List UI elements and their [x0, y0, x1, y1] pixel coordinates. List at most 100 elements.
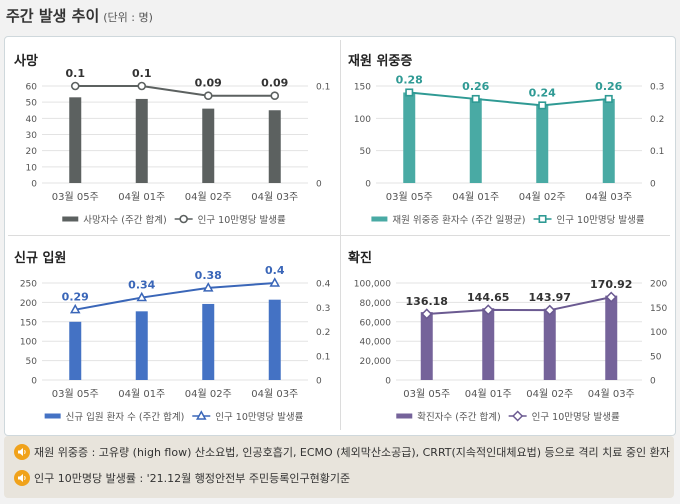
data-label: 0.26 [595, 80, 622, 93]
legend-bar-swatch [371, 216, 388, 222]
legend-line-label: 인구 10만명당 발생률 [198, 215, 286, 226]
line-point [482, 304, 494, 316]
y2-tick-label: 0.2 [650, 115, 664, 125]
line-point [538, 101, 547, 110]
data-label: 0.1 [132, 67, 152, 80]
notes-box: 재원 위중증 : 고유량 (high flow) 산소요법, 인공호흡기, EC… [4, 436, 674, 498]
x-tick-label: 03월 05주 [52, 388, 99, 400]
line-point [203, 91, 213, 101]
data-label: 0.38 [195, 269, 222, 282]
speaker-icon [14, 444, 30, 460]
bar [268, 299, 281, 380]
note-text: 인구 10만명당 발생률 : '21.12월 행정안전부 주민등록인구현황기준 [34, 472, 351, 485]
legend-line-marker [538, 215, 547, 224]
unit-label: (단위 : 명) [103, 11, 153, 24]
chart-title: 신규 입원 [14, 251, 66, 266]
data-label: 0.09 [195, 77, 222, 90]
chart-confirmed: 확진 0 20,000 40,000 60,000 80,000 100,000 0 50 100… [348, 250, 667, 423]
y-tick-label: 30 [26, 131, 38, 141]
bar [420, 312, 433, 380]
x-tick-label: 03월 05주 [52, 191, 99, 203]
legend: 확진자수 (주간 합계) 인구 10만명당 발생률 [396, 410, 620, 423]
chart-title: 재원 위중증 [348, 54, 412, 69]
y2-tick-label: 0 [650, 377, 656, 387]
data-label: 144.65 [467, 291, 509, 304]
chart-title: 사망 [14, 53, 38, 69]
y2-tick-label: 0.2 [316, 328, 330, 338]
data-label: 0.4 [265, 264, 285, 277]
bar [135, 311, 148, 380]
x-tick-label: 04월 03주 [585, 191, 632, 203]
x-tick-label: 03월 05주 [386, 191, 433, 203]
legend-line-label: 인구 10만명당 발생률 [215, 412, 303, 423]
line-point [405, 88, 414, 97]
chart-admissions: 신규 입원 0 50 100 150 200 250 0 0.1 0.2 0.3 0.4 03월 05주… [14, 251, 331, 423]
line-point [137, 81, 147, 91]
bar [605, 295, 618, 380]
y-tick-label: 80,000 [360, 299, 392, 309]
legend-bar-label: 사망자수 (주간 합계) [83, 214, 166, 226]
y2-tick-label: 0.1 [316, 352, 330, 362]
y2-tick-label: 0 [650, 180, 656, 190]
data-label: 170.92 [590, 278, 632, 291]
y-tick-label: 250 [20, 280, 37, 290]
bar [602, 98, 615, 183]
y-tick-label: 0 [385, 377, 391, 387]
y-tick-label: 150 [20, 318, 37, 328]
panel-divider-horizontal [8, 235, 670, 236]
y-tick-label: 10 [26, 163, 38, 173]
y2-tick-label: 100 [650, 328, 667, 338]
bar [469, 98, 482, 183]
bar [536, 105, 549, 183]
y-tick-label: 20,000 [360, 357, 392, 367]
legend-bar-swatch [44, 413, 61, 419]
y-tick-label: 40 [26, 115, 38, 125]
line-point [544, 304, 556, 316]
line-point [136, 291, 148, 302]
bar [268, 110, 281, 183]
series-line [409, 91, 609, 107]
legend-line-label: 인구 10만명당 발생률 [532, 412, 620, 423]
legend: 사망자수 (주간 합계) 인구 10만명당 발생률 [62, 214, 286, 226]
line-point [202, 282, 214, 292]
x-tick-label: 04월 02주 [185, 191, 232, 203]
legend-bar-label: 재원 위중증 환자수 (주간 일평균) [392, 214, 525, 226]
series-line [75, 282, 275, 311]
data-label: 0.28 [396, 73, 423, 86]
legend-bar-swatch [396, 413, 413, 419]
note-text: 재원 위중증 : 고유량 (high flow) 산소요법, 인공호흡기, EC… [34, 446, 670, 459]
legend-line-marker [512, 410, 524, 422]
legend-bar-swatch [62, 216, 79, 222]
y-tick-label: 50 [360, 147, 372, 157]
note-rate-basis: 인구 10만명당 발생률 : '21.12월 행정안전부 주민등록인구현황기준 [14, 470, 350, 486]
x-tick-label: 04월 03주 [251, 191, 298, 203]
chart-severe: 재원 위중증 0 50 100 150 0 0.1 0.2 0.3 03월 05주 04월 01주 0… [348, 54, 664, 226]
bar [135, 98, 148, 183]
data-label: 0.34 [128, 279, 155, 292]
line-point [270, 91, 280, 101]
data-label: 0.09 [261, 77, 288, 90]
y2-tick-label: 200 [650, 280, 667, 290]
data-label: 143.97 [529, 291, 571, 304]
y-tick-label: 100 [20, 338, 37, 348]
data-label: 0.29 [62, 291, 89, 304]
legend-line-marker [196, 410, 207, 420]
x-tick-label: 04월 01주 [465, 388, 512, 400]
y2-tick-label: 0 [316, 377, 322, 387]
x-tick-label: 04월 01주 [452, 191, 499, 203]
bar [202, 108, 215, 183]
y2-tick-label: 0.1 [316, 83, 330, 93]
y-tick-label: 50 [26, 99, 38, 109]
legend-line-label: 인구 10만명당 발생률 [557, 215, 645, 226]
series-line [426, 296, 612, 315]
y-tick-label: 100,000 [354, 280, 391, 290]
x-tick-label: 04월 03주 [588, 388, 635, 400]
bar [482, 308, 495, 380]
legend-bar-label: 확진자수 (주간 합계) [417, 411, 500, 423]
x-tick-label: 04월 02주 [185, 388, 232, 400]
x-tick-label: 04월 03주 [251, 388, 298, 400]
legend-bar-label: 신규 입원 환자 수 (주간 합계) [66, 411, 185, 423]
y-tick-label: 0 [365, 180, 371, 190]
legend: 재원 위중증 환자수 (주간 일평균) 인구 10만명당 발생률 [371, 214, 645, 226]
data-label: 0.1 [66, 67, 86, 80]
